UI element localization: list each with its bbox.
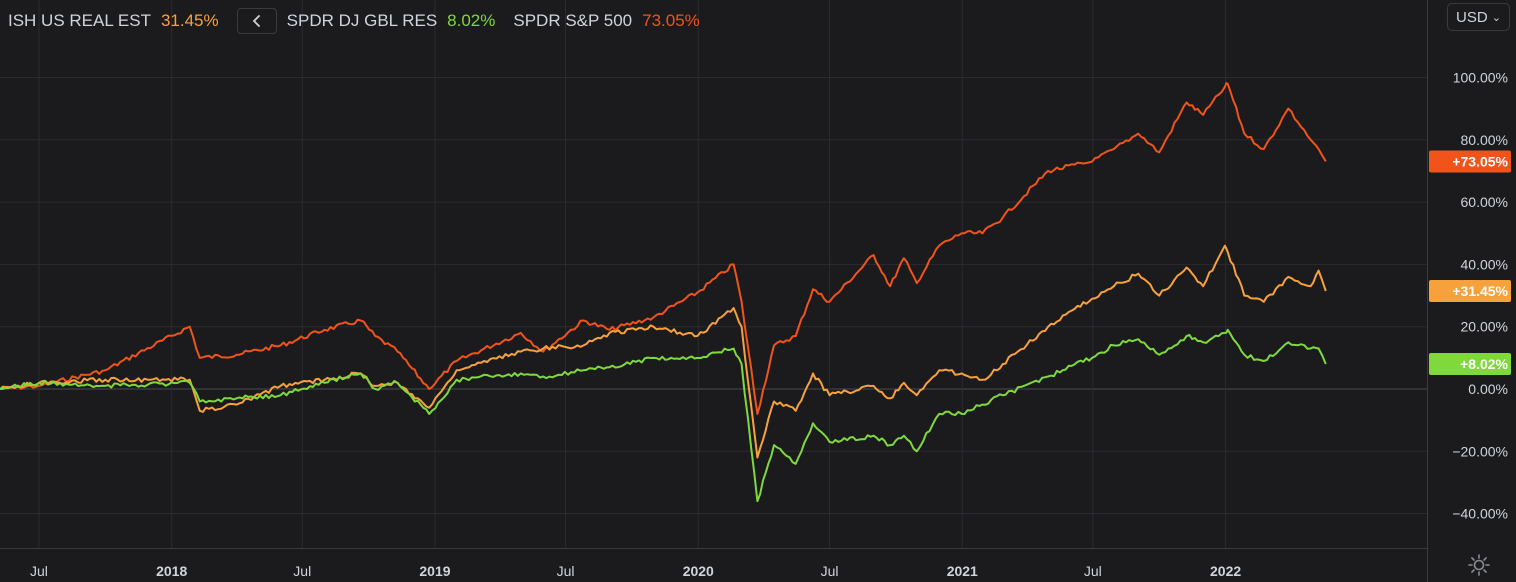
y-axis: 100.00% 80.00% 60.00% 40.00% 20.00% 0.00% −20.… <box>1452 70 1508 522</box>
x-tick-label: Jul <box>557 563 575 579</box>
last-value-badge <box>1429 150 1511 173</box>
last-value-badge-label: +73.05% <box>1452 153 1508 169</box>
x-axis: Jul 2018 Jul 2019 Jul 2020 Jul 2021 Jul 2022 <box>30 563 1241 579</box>
series-layer <box>0 82 1327 503</box>
chevron-down-icon: ⌄ <box>1491 11 1501 24</box>
x-tick-label: 2020 <box>683 563 714 579</box>
y-tick-label: 20.00% <box>1461 319 1508 335</box>
y-tick-label: −20.00% <box>1452 443 1508 459</box>
x-tick-label: 2022 <box>1210 563 1241 579</box>
legend-collapse-button[interactable] <box>236 8 277 34</box>
last-value-badge <box>1429 353 1511 376</box>
currency-label: USD <box>1456 8 1488 26</box>
chevron-left-icon <box>252 15 260 27</box>
y-tick-label: 0.00% <box>1468 381 1508 397</box>
grid <box>0 0 1428 582</box>
legend-value-ish-us-real-est: 31.45% <box>160 11 219 30</box>
series-line-ish-us-real-est <box>0 244 1327 459</box>
y-tick-label: 40.00% <box>1461 256 1508 272</box>
legend-value-spdr-dj-gbl-res: 8.02% <box>447 11 496 30</box>
legend-name-spdr-dj-gbl-res[interactable]: SPDR DJ GBL RES <box>286 11 438 30</box>
x-tick-label: Jul <box>1084 563 1102 579</box>
y-tick-label: 100.00% <box>1453 70 1508 86</box>
x-tick-label: Jul <box>293 563 311 579</box>
legend-name-spdr-sp-500[interactable]: SPDR S&P 500 <box>513 11 633 30</box>
series-line-spdr-s-p-500 <box>0 82 1327 415</box>
legend-value-spdr-sp-500: 73.05% <box>642 11 700 30</box>
last-value-badges: +73.05% +31.45% +8.02% <box>1429 150 1511 376</box>
last-value-badge <box>1429 280 1511 303</box>
y-tick-label: 80.00% <box>1461 132 1508 148</box>
x-tick-label: Jul <box>821 563 839 579</box>
x-tick-label: 2021 <box>947 563 978 579</box>
series-line-spdr-dj-gbl-res <box>0 328 1327 503</box>
gear-icon[interactable] <box>1467 553 1491 577</box>
x-tick-label: 2018 <box>156 563 187 579</box>
y-tick-label: 60.00% <box>1461 194 1508 210</box>
y-tick-label: −40.00% <box>1452 506 1508 522</box>
currency-select[interactable]: USD ⌄ <box>1447 3 1510 31</box>
x-tick-label: 2019 <box>419 563 450 579</box>
legend: ISH US REAL EST 31.45% SPDR DJ GBL RES 8… <box>8 8 718 34</box>
x-tick-label: Jul <box>30 563 48 579</box>
last-value-badge-label: +31.45% <box>1452 283 1508 299</box>
legend-name-ish-us-real-est[interactable]: ISH US REAL EST <box>8 11 151 30</box>
last-value-badge-label: +8.02% <box>1460 356 1508 372</box>
